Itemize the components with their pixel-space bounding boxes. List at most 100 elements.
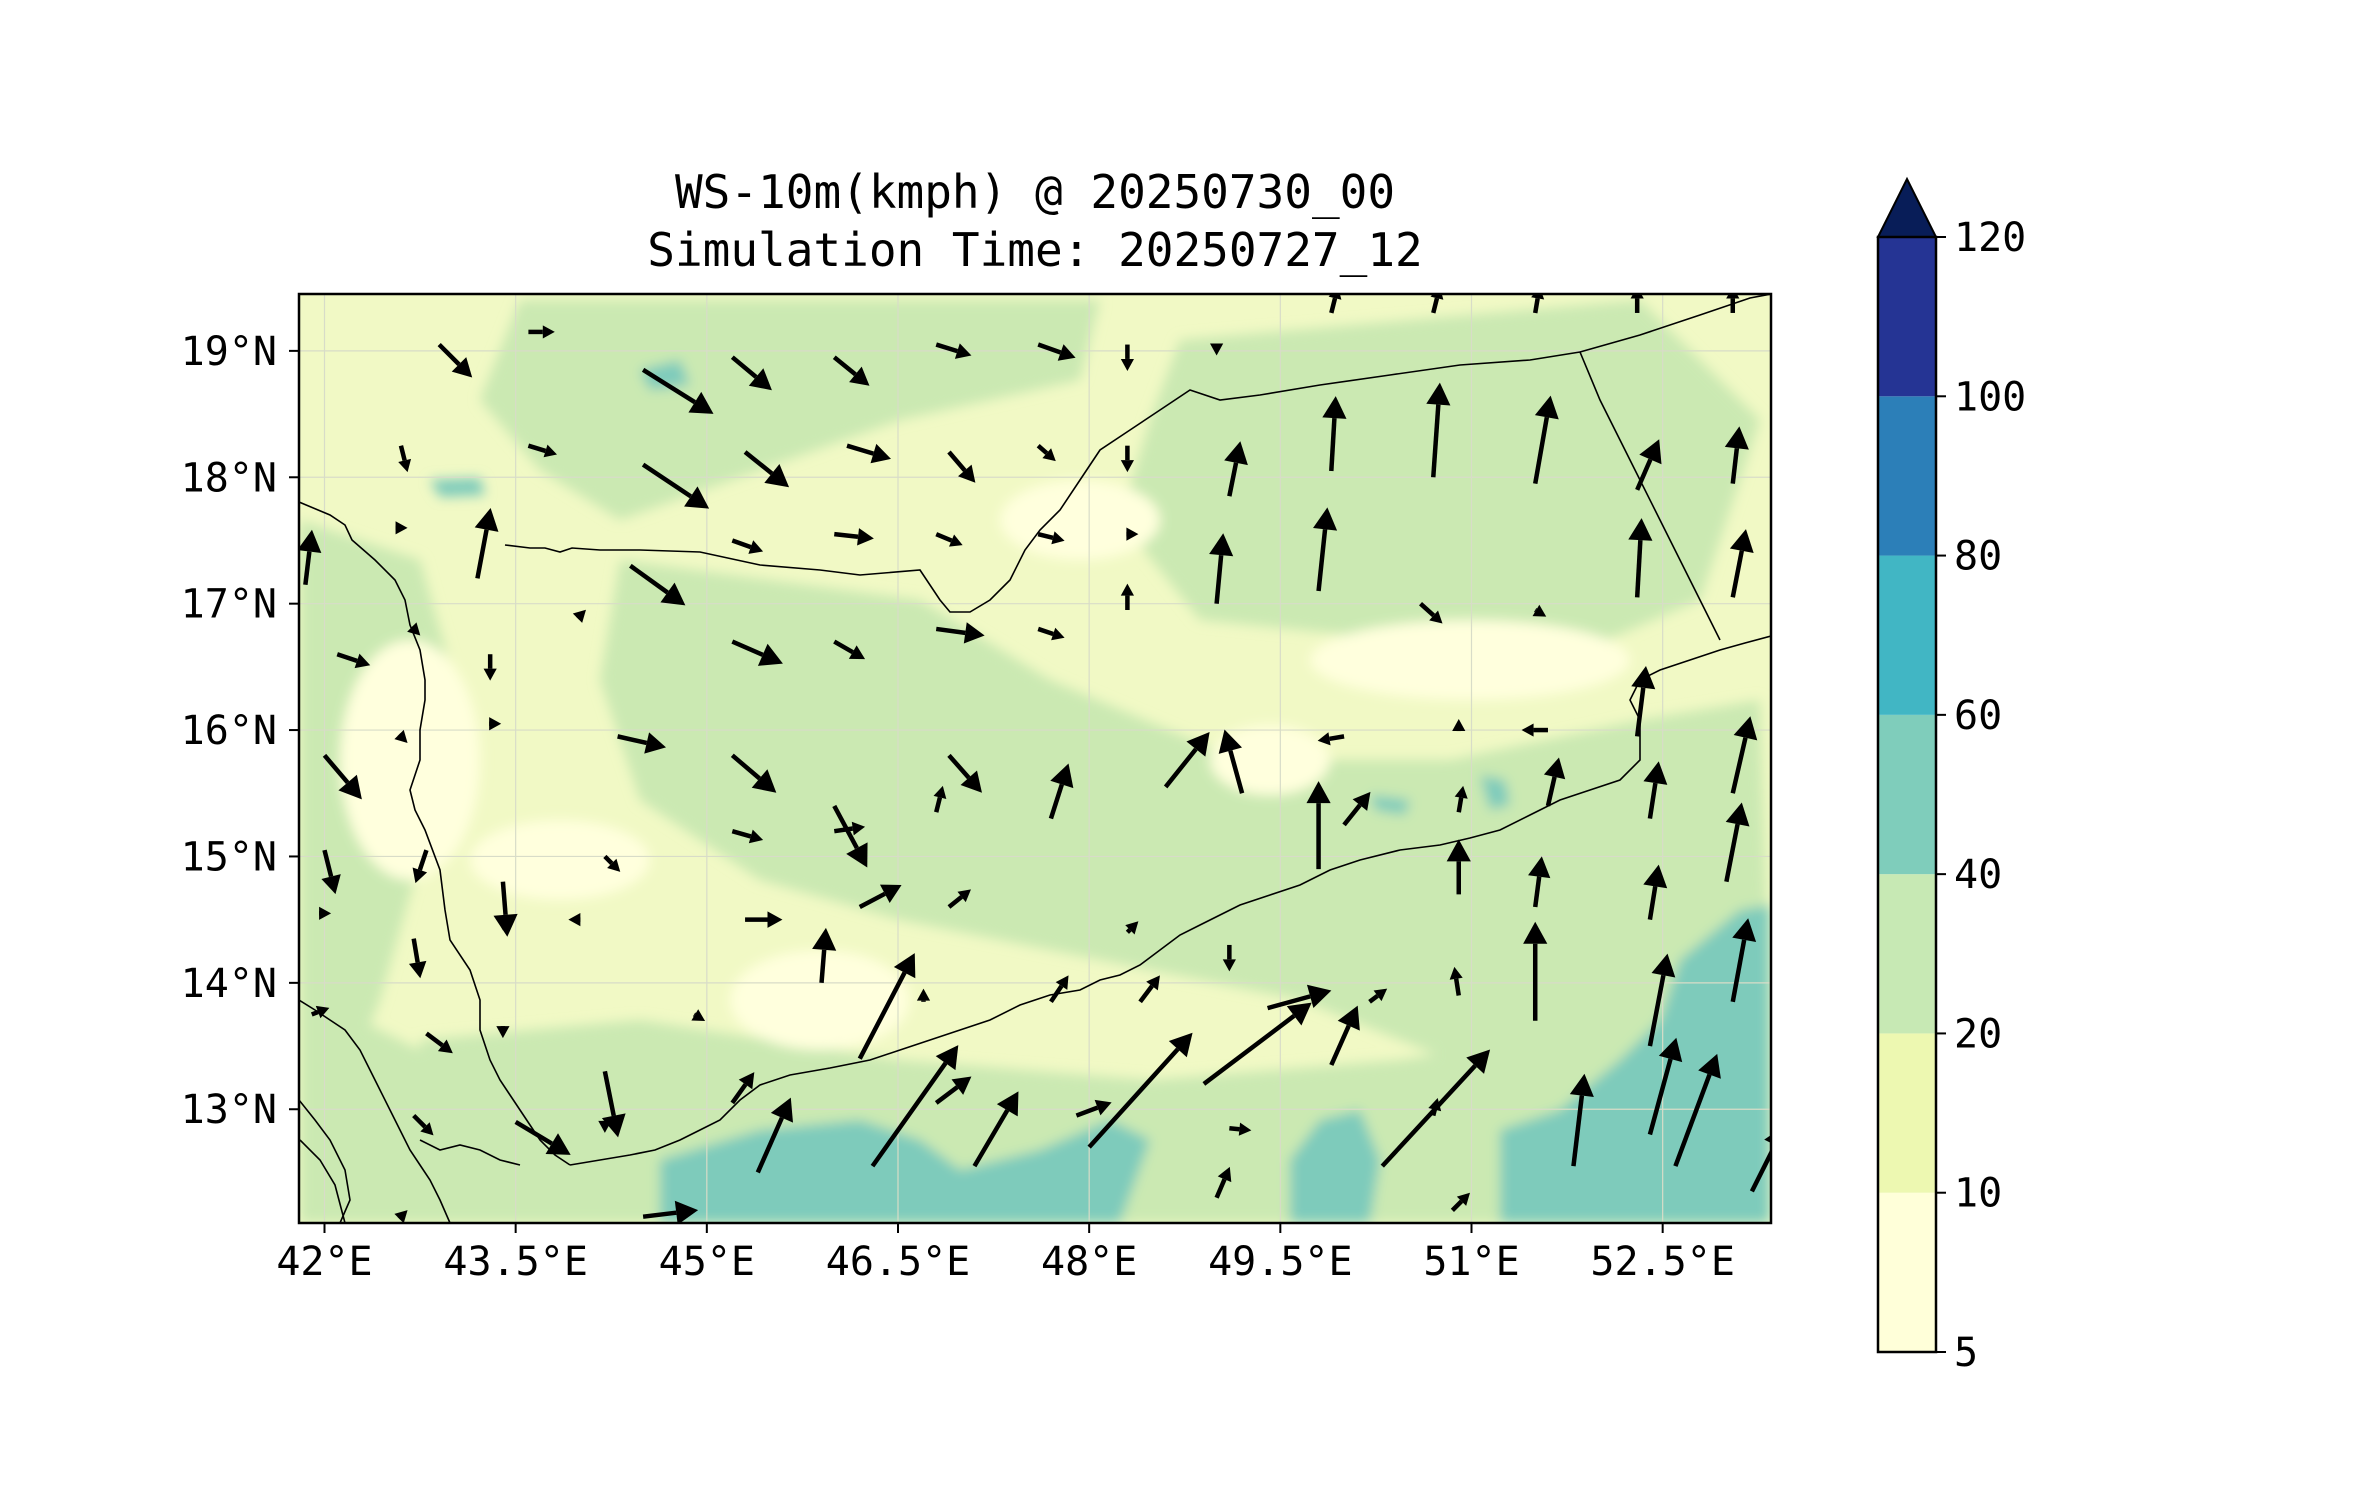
colorbar-band-6	[1878, 237, 1936, 397]
x-axis-ticks: 42°E 43.5°E 45°E 46.5°E 48°E 49.5°E 51°E 52.5°E	[276, 1223, 1735, 1285]
wind-vector-76	[1306, 781, 1331, 870]
contour-40-60-gulf-central	[1290, 1110, 1380, 1223]
wind-vector-28	[395, 521, 408, 535]
colorbar-label-1: 10	[1954, 1171, 2002, 1217]
wind-vector-9	[1328, 294, 1342, 314]
wind-vector-43	[336, 652, 371, 669]
wind-vector-128	[1749, 1134, 1771, 1193]
wind-vector-121	[1087, 1032, 1193, 1149]
wind-vector-125	[1450, 1192, 1470, 1212]
colorbar-label-6: 100	[1954, 374, 2026, 420]
wind-vector-36	[1209, 533, 1234, 604]
contour-40-60-gulf-east	[1500, 905, 1770, 1223]
wind-vector-69	[321, 849, 341, 895]
wind-vector-23	[1322, 396, 1347, 472]
wind-vector-48	[833, 639, 866, 660]
wind-vector-79	[1446, 839, 1471, 895]
map-gridlines	[299, 294, 1771, 1223]
wind-vector-105	[1138, 975, 1160, 1004]
wind-vector-86	[568, 913, 581, 927]
wind-vector-37	[1313, 507, 1338, 592]
wind-vector-64	[1452, 719, 1466, 732]
map-frame	[297, 292, 1773, 1225]
colorbar-label-4: 60	[1954, 693, 2002, 739]
wind-vector-66	[1543, 757, 1566, 807]
wind-vector-58	[832, 804, 868, 868]
wind-vector-91	[1222, 944, 1236, 972]
wind-vector-88	[858, 884, 902, 910]
wind-vector-126	[1569, 1073, 1594, 1167]
wind-vector-92	[1449, 966, 1463, 996]
wind-vector-16	[641, 462, 710, 509]
wind-vector-99	[601, 1070, 626, 1138]
colorbar-band-0	[1878, 1192, 1936, 1352]
wind-vector-116	[1329, 1005, 1360, 1066]
wind-vector-21	[1120, 445, 1134, 473]
contour-5-10-a	[340, 640, 480, 880]
wind-vector-6	[1037, 342, 1076, 361]
wind-vector-89	[947, 889, 971, 909]
y-axis-ticks: 19°N 18°N 17°N 16°N 15°N 14°N 13°N	[181, 329, 299, 1133]
wind-vector-55	[489, 717, 502, 731]
wind-vectors	[299, 294, 1771, 1223]
wind-vector-123	[1214, 1166, 1232, 1199]
wind-vector-30	[629, 563, 686, 606]
title-line-1: WS-10m(kmph) @ 20250730_00	[675, 165, 1395, 219]
wind-vector-96	[310, 1005, 330, 1019]
wind-vector-5	[935, 342, 972, 359]
colorbar-label-3: 40	[1954, 852, 2002, 898]
wind-vector-10	[1430, 294, 1444, 314]
wind-vector-39	[1532, 604, 1547, 617]
wind-vector-62	[1218, 729, 1245, 794]
y-tick-label-6: 13°N	[181, 1087, 277, 1133]
wind-vector-19	[947, 450, 976, 483]
colorbar-label-2: 20	[1954, 1011, 2002, 1057]
wind-vector-29	[474, 507, 499, 579]
x-tick-label-0: 42°E	[276, 1239, 372, 1285]
contour-40-60-gulf-west	[660, 1120, 1150, 1223]
wind-vector-47	[731, 639, 783, 666]
wind-vector-114	[1075, 1099, 1112, 1118]
wind-vector-97	[425, 1031, 453, 1054]
wind-vector-11	[1531, 294, 1545, 314]
wind-vector-90	[1125, 921, 1139, 935]
wind-vector-124	[1380, 1049, 1491, 1168]
x-tick-label-2: 45°E	[659, 1239, 755, 1285]
wind-vector-61	[1163, 731, 1210, 789]
border-saudi-yemen	[504, 351, 1581, 613]
wind-vector-15	[527, 443, 558, 458]
border-djibouti-ethiopia	[299, 1139, 346, 1223]
wind-vector-52	[1631, 665, 1656, 737]
colorbar-band-3	[1878, 714, 1936, 875]
contour-40-60-patch-c	[1370, 795, 1410, 815]
wind-vector-118	[755, 1097, 793, 1174]
wind-vector-100	[691, 1009, 706, 1022]
coastline-red-sea-east	[299, 501, 571, 1166]
x-tick-label-3: 46.5°E	[826, 1239, 971, 1285]
wind-vector-81	[1643, 864, 1668, 921]
wind-vector-20	[1036, 443, 1056, 462]
colorbar: 5 10 20 40 60 80 100 120	[1876, 176, 2026, 1376]
wind-vector-31	[731, 538, 764, 554]
x-tick-label-6: 51°E	[1423, 1239, 1519, 1285]
coastline-djibouti	[299, 1099, 351, 1223]
wind-vector-25	[1533, 395, 1559, 484]
wind-vector-109	[412, 1113, 434, 1136]
border-saudi-oman	[1579, 294, 1771, 353]
wind-vector-57	[730, 753, 777, 793]
wind-vector-18	[846, 443, 892, 464]
x-tick-label-5: 49.5°E	[1208, 1239, 1353, 1285]
wind-vector-34	[1037, 531, 1065, 545]
wind-vector-68	[1730, 716, 1758, 794]
x-tick-label-1: 43.5°E	[443, 1239, 588, 1285]
colorbar-band-5	[1878, 396, 1936, 556]
wind-vector-74	[833, 821, 866, 836]
coastline-gulf-of-aden	[569, 635, 1771, 1166]
wind-vector-51	[1120, 583, 1134, 610]
wind-vector-93	[1523, 921, 1548, 1021]
wind-vector-104	[1049, 975, 1069, 1004]
contour-40-60-patch-d	[1480, 775, 1510, 810]
y-tick-label-1: 18°N	[181, 455, 277, 501]
x-tick-label-4: 48°E	[1041, 1239, 1137, 1285]
